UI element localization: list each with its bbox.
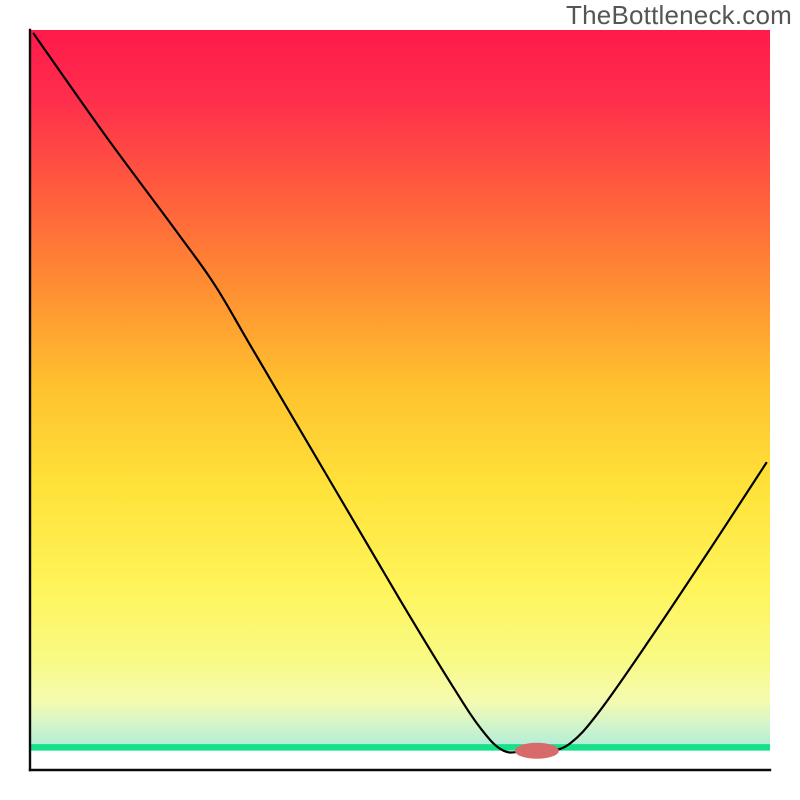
- heat-gradient: [30, 30, 770, 744]
- below-band: [30, 751, 770, 770]
- optimal-marker: [515, 743, 559, 759]
- chart-container: TheBottleneck.com: [0, 0, 800, 800]
- green-band: [30, 744, 770, 751]
- plot-area: [30, 30, 770, 770]
- bottleneck-chart: [0, 0, 800, 800]
